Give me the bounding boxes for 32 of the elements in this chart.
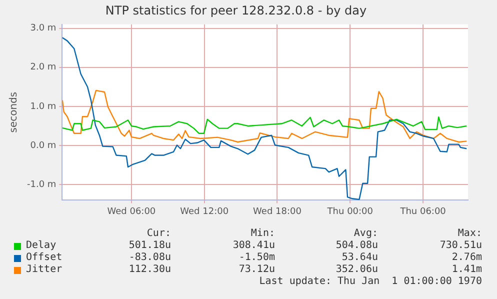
- text: 504.08u: [336, 240, 378, 252]
- legend-label: Offset: [26, 252, 62, 264]
- y-tick-label: -1.0 m: [26, 180, 56, 190]
- text: Avg:: [354, 228, 378, 240]
- text: Max:: [458, 228, 482, 240]
- x-tick-label: Wed 18:00: [253, 206, 302, 217]
- text: 1.41m: [452, 264, 482, 276]
- text: 2.76m: [452, 252, 482, 264]
- y-tick-label: 0.0 m: [30, 140, 56, 151]
- text: Min:: [250, 228, 275, 240]
- text: 352.06u: [336, 264, 378, 276]
- x-tick-label: Thu 00:00: [326, 206, 374, 217]
- text: 73.12u: [238, 264, 275, 276]
- y-tick-label: 2.0 m: [30, 62, 56, 73]
- legend-label: Delay: [26, 240, 56, 252]
- text: 308.41u: [232, 240, 275, 252]
- text: 112.30u: [128, 264, 171, 276]
- x-tick-label: Thu 06:00: [399, 206, 446, 217]
- legend-label: Jitter: [26, 264, 62, 276]
- x-tick-label: Wed 06:00: [107, 206, 156, 217]
- chart-title: NTP statistics for peer 128.232.0.8 - by day: [105, 3, 367, 18]
- text: 501.18u: [128, 240, 171, 252]
- text: Last update: Thu Jan 1 01:00:00 1970: [259, 276, 482, 288]
- text: -1.50m: [238, 252, 275, 264]
- text: 53.64u: [342, 252, 378, 264]
- text: -83.08u: [128, 252, 171, 264]
- text: Cur:: [146, 228, 171, 240]
- y-tick-label: 3.0 m: [30, 24, 56, 34]
- text: 730.51u: [440, 240, 482, 252]
- x-tick-label: Wed 12:00: [180, 206, 229, 217]
- y-tick-label: 1.0 m: [30, 102, 56, 112]
- y-axis-title: seconds: [8, 92, 20, 133]
